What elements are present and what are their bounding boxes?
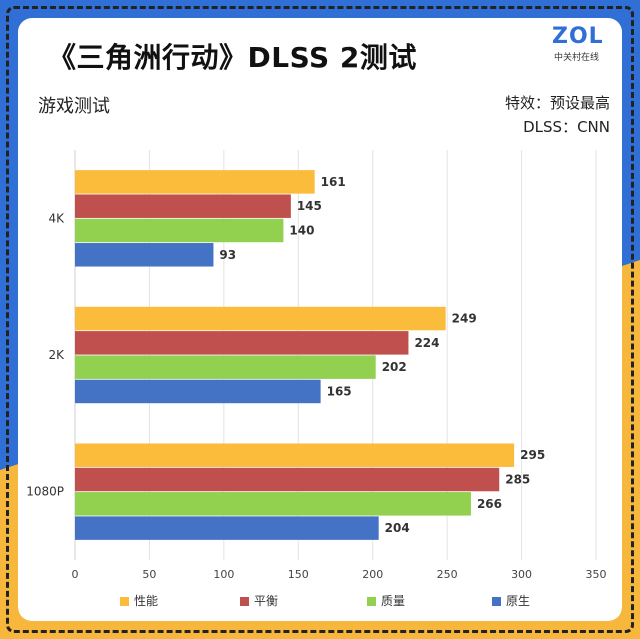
bar (75, 379, 321, 404)
data-label: 266 (477, 497, 502, 511)
bar (75, 443, 515, 467)
legend-item: 性能 (120, 592, 158, 609)
page-title: 《三角洲行动》DLSS 2测试 (48, 41, 417, 74)
logo-subtext: 中关村在线 (554, 53, 600, 63)
dlss-note: DLSS：CNN (523, 118, 610, 136)
x-tick-label: 200 (362, 568, 383, 581)
legend-item: 原生 (492, 592, 530, 609)
x-tick-label: 0 (72, 568, 79, 581)
bar (75, 306, 446, 331)
data-label: 224 (414, 336, 439, 350)
legend-swatch (367, 597, 376, 606)
legend-label: 性能 (134, 594, 159, 608)
bar (75, 516, 379, 540)
zol-logo: ZOL 中关村在线 (552, 24, 614, 64)
logo-text: ZOL (552, 24, 604, 49)
legend-label: 质量 (381, 594, 406, 608)
chart-subtitle: 游戏测试 (38, 96, 110, 117)
legend-item: 平衡 (240, 592, 278, 609)
chart-legend: 性能 平衡 质量 原生 (0, 592, 640, 610)
bar (75, 355, 376, 379)
x-tick-label: 250 (437, 568, 458, 581)
dashed-border (6, 6, 634, 633)
bar (75, 194, 291, 218)
bar (75, 492, 471, 516)
legend-label: 原生 (506, 594, 531, 608)
bar (75, 467, 500, 492)
data-label: 145 (297, 199, 322, 213)
x-tick-label: 300 (511, 568, 532, 581)
x-tick-label: 150 (288, 568, 309, 581)
bar (75, 218, 284, 243)
legend-swatch (240, 597, 249, 606)
data-label: 93 (219, 248, 236, 262)
bar (75, 170, 315, 194)
x-tick-label: 50 (142, 568, 156, 581)
data-label: 249 (452, 312, 477, 326)
data-label: 161 (321, 175, 346, 189)
bar (75, 331, 409, 355)
data-label: 202 (382, 360, 407, 374)
legend-swatch (492, 597, 501, 606)
data-label: 204 (385, 521, 410, 535)
data-label: 295 (520, 448, 545, 462)
x-tick-label: 100 (213, 568, 234, 581)
legend-label: 平衡 (254, 594, 279, 608)
effects-note: 特效：预设最高 (504, 94, 610, 112)
data-label: 285 (505, 473, 530, 487)
y-tick-label: 1080P (26, 485, 64, 499)
data-label: 165 (327, 384, 352, 398)
bar (75, 243, 214, 267)
legend-swatch (120, 597, 129, 606)
y-tick-label: 4K (48, 211, 65, 225)
legend-item: 质量 (367, 592, 405, 609)
data-label: 140 (289, 223, 314, 237)
y-tick-label: 2K (48, 348, 65, 362)
x-tick-label: 350 (586, 568, 607, 581)
